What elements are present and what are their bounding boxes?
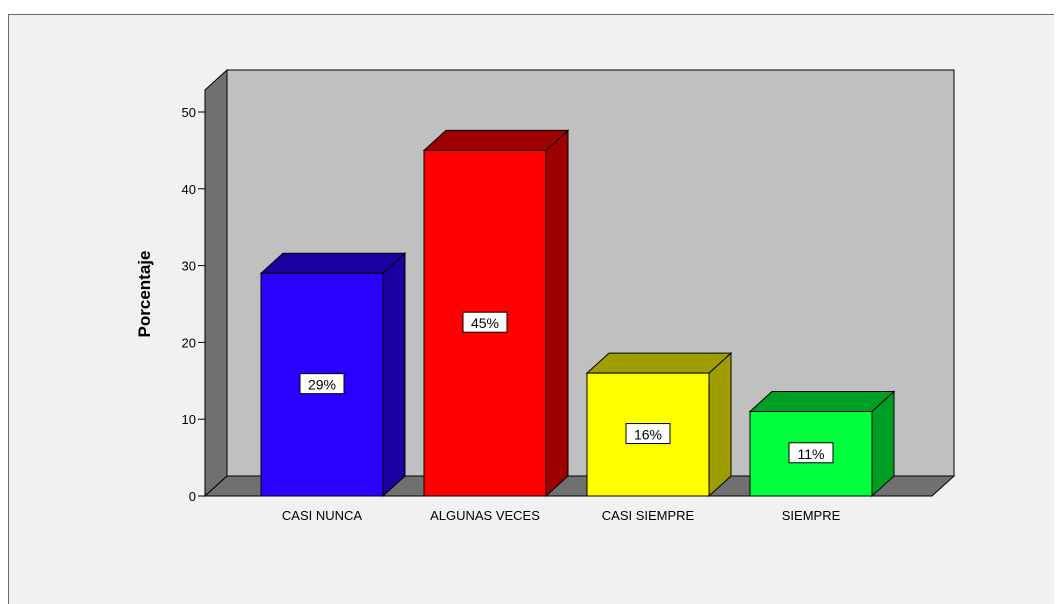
category-label-1: CASI NUNCA: [282, 508, 363, 523]
bar-top: [424, 130, 568, 150]
category-label-4: SIEMPRE: [782, 508, 841, 523]
y-tick-label: 20: [182, 335, 196, 350]
category-label-2: ALGUNAS VECES: [430, 508, 540, 523]
category-label-3: CASI SIEMPRE: [602, 508, 695, 523]
data-label-text: 11%: [798, 446, 825, 462]
bar-top: [261, 253, 405, 273]
bar-side: [546, 130, 568, 496]
data-label-text: 29%: [308, 377, 336, 393]
y-tick-label: 30: [182, 259, 196, 274]
data-label-4: 11%: [789, 443, 833, 463]
y-axis-title: Porcentaje: [135, 251, 154, 338]
bar-top: [587, 353, 731, 373]
data-label-3: 16%: [626, 424, 670, 444]
y-tick-label: 40: [182, 182, 196, 197]
data-label-1: 29%: [300, 374, 344, 394]
data-label-text: 45%: [471, 315, 499, 331]
y-axis: 0 10 20 30 40 50: [182, 105, 205, 504]
bar-side: [383, 253, 405, 496]
bar-side: [709, 353, 731, 496]
side-wall: [205, 70, 227, 496]
data-label-2: 45%: [463, 312, 507, 332]
data-label-text: 16%: [634, 427, 662, 443]
y-tick-label: 0: [189, 489, 196, 504]
y-tick-label: 50: [182, 105, 196, 120]
bar-top: [750, 392, 894, 412]
y-tick-label: 10: [182, 412, 196, 427]
